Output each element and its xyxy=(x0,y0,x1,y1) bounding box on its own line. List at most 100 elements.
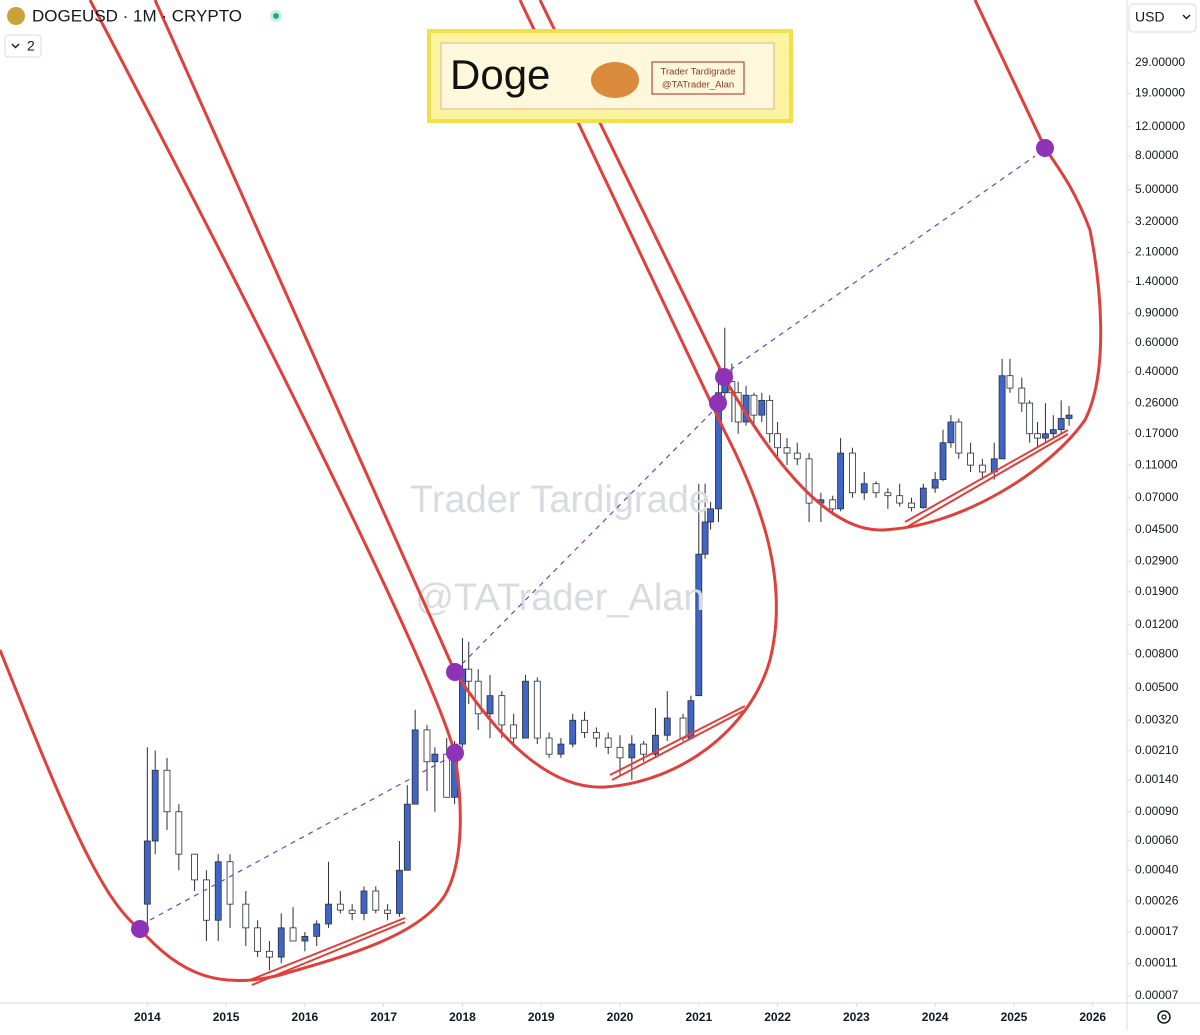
candle-body xyxy=(955,421,963,454)
y-tick-label: 1.40000 xyxy=(1135,274,1179,288)
candle-body xyxy=(348,909,356,914)
candle-body xyxy=(289,927,297,942)
candle-body xyxy=(242,903,250,929)
candle-body xyxy=(175,811,183,855)
candle-body xyxy=(403,803,411,871)
y-tick-label: 0.90000 xyxy=(1135,306,1179,320)
candle-body xyxy=(254,927,262,952)
x-tick-label: 2023 xyxy=(843,1010,870,1024)
y-tick-label: 0.00007 xyxy=(1135,988,1179,1002)
y-tick-label: 0.60000 xyxy=(1135,335,1179,349)
projection-lines xyxy=(149,155,1036,921)
candle-body xyxy=(522,680,529,739)
symbol-title[interactable]: DOGEUSD · 1M · CRYPTO xyxy=(32,6,242,25)
candle-body xyxy=(604,737,612,748)
y-tick-label: 19.00000 xyxy=(1135,86,1185,100)
y-tick-label: 0.17000 xyxy=(1135,426,1179,440)
curve xyxy=(0,0,462,983)
y-tick-label: 0.00140 xyxy=(1135,772,1179,786)
curve xyxy=(538,0,1103,532)
candle-body xyxy=(849,452,856,494)
candle-body xyxy=(277,927,285,958)
y-tick-label: 0.00017 xyxy=(1135,924,1179,938)
candle-body xyxy=(545,737,553,755)
candle-body xyxy=(783,447,791,454)
candle-body xyxy=(465,668,473,682)
candle-body xyxy=(151,769,159,842)
banner-title: Doge xyxy=(450,51,550,98)
touch-points xyxy=(131,139,1054,938)
watermark-text: @TATrader_Alan xyxy=(415,577,704,619)
indicator-count: 2 xyxy=(27,38,35,54)
chevron xyxy=(11,43,20,49)
candle-body xyxy=(411,729,419,805)
candle-body xyxy=(998,375,1006,460)
x-tick-label: 2026 xyxy=(1079,1010,1106,1024)
y-tick-label: 0.00040 xyxy=(1135,862,1179,876)
candle-body xyxy=(896,495,904,504)
candle-body xyxy=(191,853,198,881)
candle-body xyxy=(533,680,541,739)
symbol-icon xyxy=(7,7,25,25)
candle-body xyxy=(581,719,588,733)
annotation-curves xyxy=(0,0,1103,986)
candle-body xyxy=(616,746,624,759)
x-tick-label: 2022 xyxy=(764,1010,791,1024)
candle-body xyxy=(510,724,518,739)
candle-body xyxy=(947,421,955,444)
candle-body xyxy=(163,769,171,813)
candle-body xyxy=(266,950,273,958)
y-tick-label: 0.00500 xyxy=(1135,680,1179,694)
candle-body xyxy=(1026,402,1034,435)
y-tick-label: 5.00000 xyxy=(1135,182,1179,196)
candle-body xyxy=(1065,414,1073,419)
y-tick-label: 0.00090 xyxy=(1135,804,1179,818)
candle-body xyxy=(640,743,648,755)
settings-icon-center xyxy=(1161,1014,1167,1020)
currency-label: USD xyxy=(1135,9,1165,25)
candle-body xyxy=(715,392,722,510)
candle-body xyxy=(325,903,332,925)
candle-body xyxy=(569,719,577,745)
candle-body xyxy=(360,890,368,914)
y-tick-label: 0.00026 xyxy=(1135,893,1179,907)
y-tick-label: 0.04500 xyxy=(1135,522,1179,536)
candle-body xyxy=(695,553,703,697)
indicator-toggle[interactable] xyxy=(4,34,42,58)
trend-line xyxy=(904,429,1069,528)
candle-body xyxy=(872,483,880,494)
y-tick-label: 0.00320 xyxy=(1135,712,1179,726)
x-tick-label: 2025 xyxy=(1001,1010,1028,1024)
candle-body xyxy=(805,458,813,504)
trend-line xyxy=(609,705,746,781)
settings-icon[interactable] xyxy=(1157,1010,1171,1024)
candle-body xyxy=(1034,433,1041,439)
candle-body xyxy=(372,890,380,911)
dot xyxy=(446,663,464,681)
candle-body xyxy=(592,732,600,739)
trend-line xyxy=(249,917,406,986)
dashed-arrow xyxy=(729,155,1036,371)
currency-select[interactable] xyxy=(1128,3,1197,33)
axes: 29.00000 19.00000 12.00000 8.00000 5.00000 3.… xyxy=(134,55,1185,1024)
y-tick-label: 0.00210 xyxy=(1135,743,1179,757)
candle-body xyxy=(758,399,766,416)
candle-body xyxy=(336,903,344,911)
candle-body xyxy=(884,492,892,497)
y-tick-label: 2.10000 xyxy=(1135,245,1179,259)
y-tick-label: 3.20000 xyxy=(1135,214,1179,228)
candle-body xyxy=(214,861,222,921)
candle-body xyxy=(707,508,715,523)
candle-body xyxy=(939,442,947,480)
x-tick-label: 2014 xyxy=(134,1010,161,1024)
candle-body xyxy=(979,464,986,473)
candle-body xyxy=(301,935,309,942)
x-tick-label: 2018 xyxy=(449,1010,476,1024)
candle-body xyxy=(701,521,709,555)
candle-body xyxy=(663,717,671,736)
candle-body xyxy=(486,695,494,715)
dot xyxy=(709,394,727,412)
dot xyxy=(1036,139,1054,157)
candle-body xyxy=(793,452,801,460)
x-tick-label: 2021 xyxy=(685,1010,712,1024)
